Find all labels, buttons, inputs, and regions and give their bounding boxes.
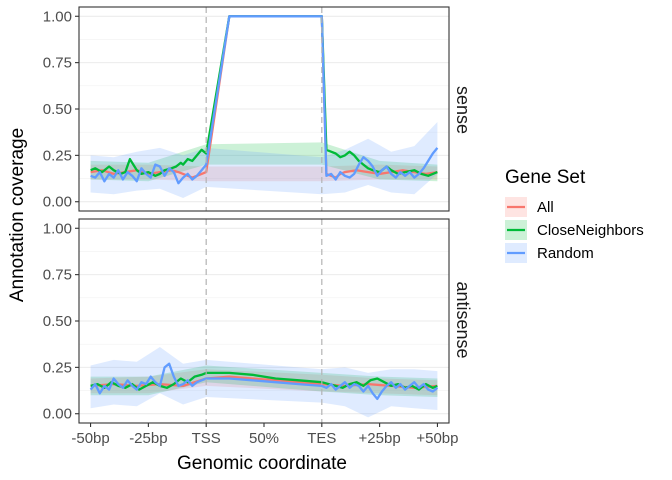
x-tick-label: -50bp <box>71 430 109 447</box>
y-tick-label: 1.00 <box>43 220 72 237</box>
legend-title: Gene Set <box>505 167 586 188</box>
legend: Gene Set All CloseNeighbors Random <box>505 167 644 263</box>
x-tick-label: TSS <box>192 430 221 447</box>
y-tick-label: 0.50 <box>43 101 72 118</box>
y-tick-label: 0.00 <box>43 194 72 211</box>
y-tick-label: 0.25 <box>43 147 72 164</box>
x-tick-label: -25bp <box>129 430 167 447</box>
x-tick-label: +25bp <box>359 430 401 447</box>
strip-label-antisense: antisense <box>453 281 473 358</box>
y-tick-label: 0.25 <box>43 359 72 376</box>
y-tick-label: 1.00 <box>43 8 72 25</box>
strip-label-sense: sense <box>453 86 473 134</box>
line-random-antisense <box>89 362 439 401</box>
line-random-sense <box>90 15 439 185</box>
panel-antisense <box>78 218 450 424</box>
y-tick-label: 0.50 <box>43 313 72 330</box>
panel-sense <box>78 6 450 212</box>
y-tick-label: 0.75 <box>43 55 72 72</box>
y-tick-label: 0.75 <box>43 267 72 284</box>
legend-label-random: Random <box>537 245 594 262</box>
x-tick-label: +50bp <box>416 430 458 447</box>
x-tick-label: TES <box>307 430 336 447</box>
x-axis-ticks: -50bp -25bp TSS 50% TES +25bp +50bp <box>71 423 459 447</box>
y-tick-label: 0.00 <box>43 406 72 423</box>
y-axis-ticks: 0.00 0.25 0.50 0.75 1.00 0.00 0.25 0.50 0.75 1.00 <box>43 8 79 423</box>
legend-label-all: All <box>537 199 554 216</box>
x-tick-label: 50% <box>249 430 279 447</box>
legend-label-closeneighbors: CloseNeighbors <box>537 222 644 239</box>
y-axis-title: Annotation coverage <box>7 128 28 302</box>
x-axis-title: Genomic coordinate <box>177 453 347 474</box>
